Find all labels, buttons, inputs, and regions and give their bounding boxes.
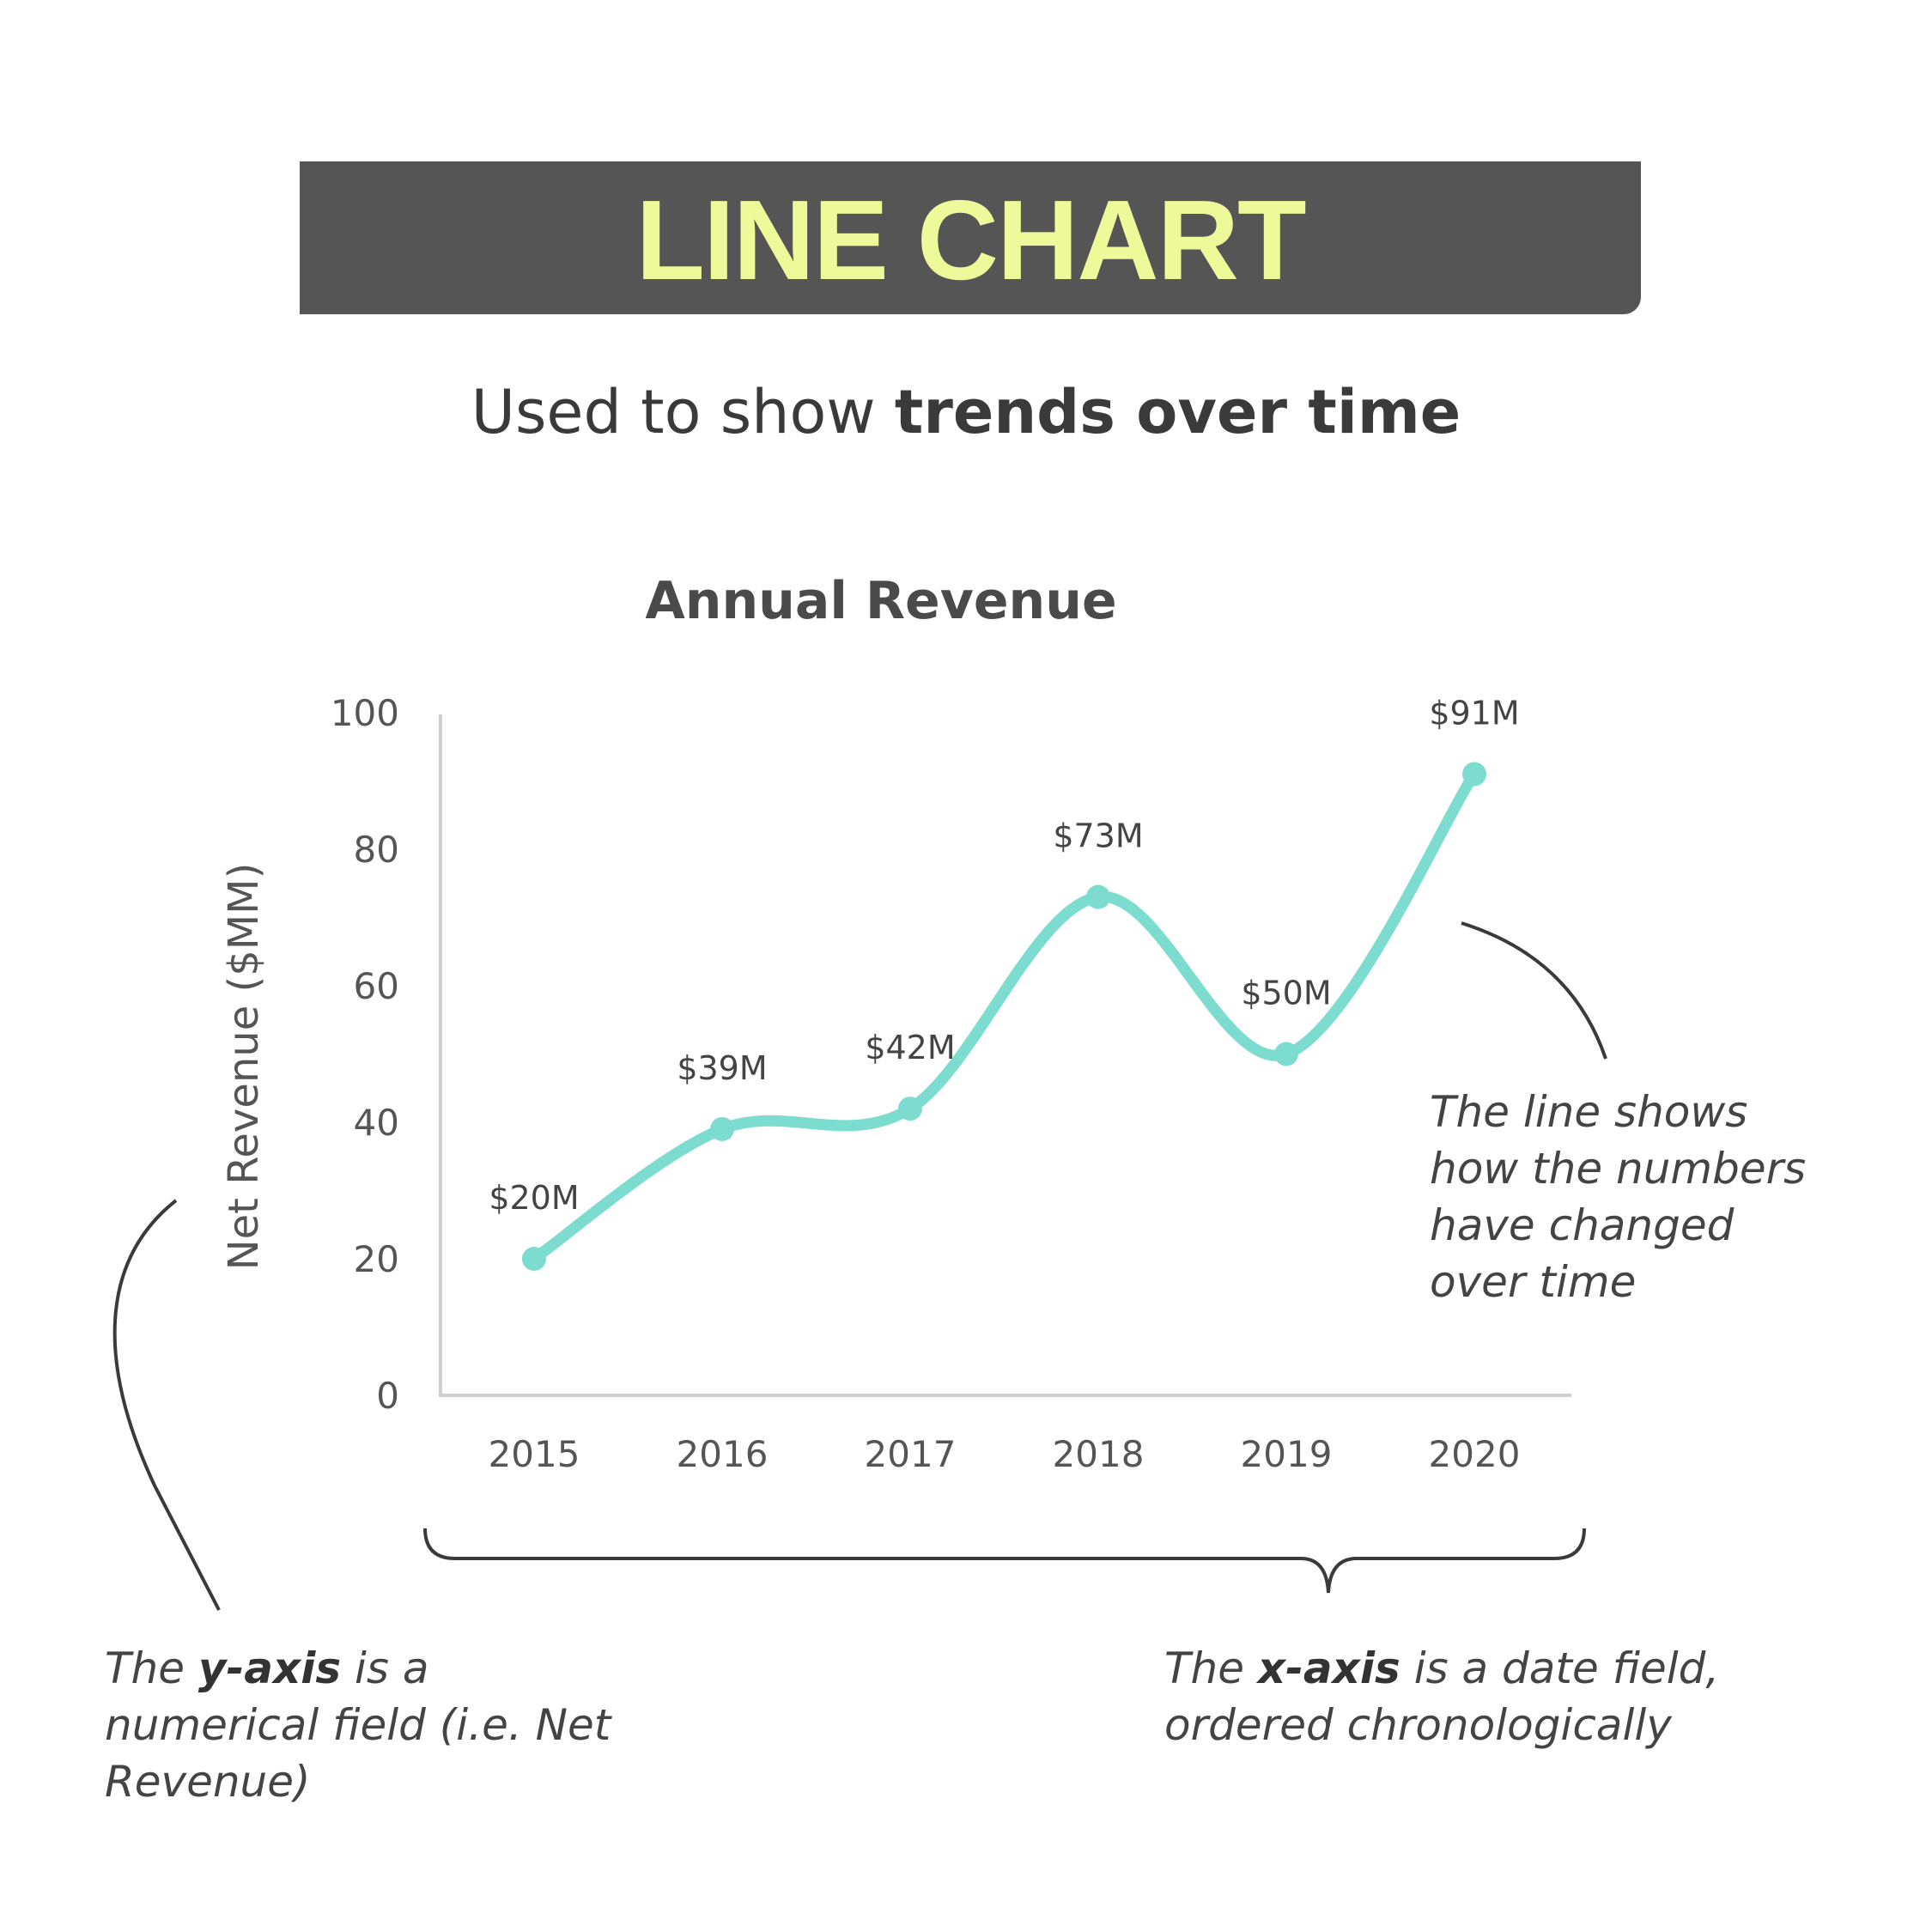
banner-title: LINE CHART <box>635 177 1306 303</box>
chart-title: Annual Revenue <box>645 571 1116 631</box>
data-point <box>1086 884 1110 909</box>
series-points <box>522 762 1486 1271</box>
x-tick-label: 2016 <box>677 1433 769 1475</box>
data-point <box>522 1247 546 1271</box>
subtitle-emphasis: trends over time <box>894 377 1461 447</box>
subtitle: Used to show trends over time <box>0 376 1932 448</box>
subtitle-prefix: Used to show <box>471 377 895 447</box>
data-label: $39M <box>677 1049 767 1087</box>
data-labels: $20M $39M $42M $73M $50M $91M <box>489 695 1519 1217</box>
y-note-emphasis: y-axis <box>197 1643 342 1693</box>
x-tick-label: 2019 <box>1241 1433 1333 1475</box>
x-axis-annotation: The x-axis is a date field, ordered chro… <box>1164 1640 1817 1753</box>
x-note-emphasis: x-axis <box>1257 1643 1400 1693</box>
y-tick-label: 0 <box>376 1375 399 1417</box>
y-note-pre: The <box>105 1643 198 1693</box>
data-point <box>898 1097 922 1121</box>
data-label: $50M <box>1241 975 1331 1012</box>
x-tick-labels: 2015 2016 2017 2018 2019 2020 <box>489 1433 1521 1475</box>
data-point <box>1462 762 1486 787</box>
x-tick-label: 2017 <box>865 1433 957 1475</box>
data-label: $42M <box>865 1029 955 1066</box>
callout-line-curve <box>1461 921 1607 1060</box>
x-note-pre: The <box>1164 1643 1258 1693</box>
y-note-post: is a numerical field (i.e. Net Revenue) <box>105 1643 611 1807</box>
x-tick-label: 2018 <box>1053 1433 1145 1475</box>
x-axis-brace <box>423 1528 1586 1594</box>
y-tick-label: 60 <box>354 965 399 1007</box>
y-tick-labels: 0 20 40 60 80 100 <box>331 692 399 1417</box>
chart-glow <box>481 704 1546 1322</box>
y-tick-label: 100 <box>331 692 399 734</box>
data-label: $20M <box>489 1179 579 1217</box>
data-point <box>710 1116 734 1141</box>
callout-y-axis-curve <box>112 1199 221 1611</box>
y-tick-label: 80 <box>354 829 399 871</box>
data-label: $73M <box>1053 817 1143 855</box>
y-tick-label: 20 <box>354 1238 399 1280</box>
y-tick-label: 40 <box>354 1102 399 1144</box>
y-axis-title: Net Revenue ($MM) <box>220 863 268 1271</box>
x-tick-label: 2015 <box>489 1433 580 1475</box>
data-label: $91M <box>1429 695 1519 732</box>
title-banner: LINE CHART <box>300 161 1641 314</box>
x-tick-label: 2020 <box>1429 1433 1521 1475</box>
line-annotation: The line shows how the numbers have chan… <box>1430 1087 1807 1307</box>
y-axis-annotation: The y-axis is a numerical field (i.e. Ne… <box>105 1640 637 1810</box>
x-note-post: is a date field, ordered chronologically <box>1164 1643 1720 1750</box>
data-point <box>1274 1042 1298 1066</box>
